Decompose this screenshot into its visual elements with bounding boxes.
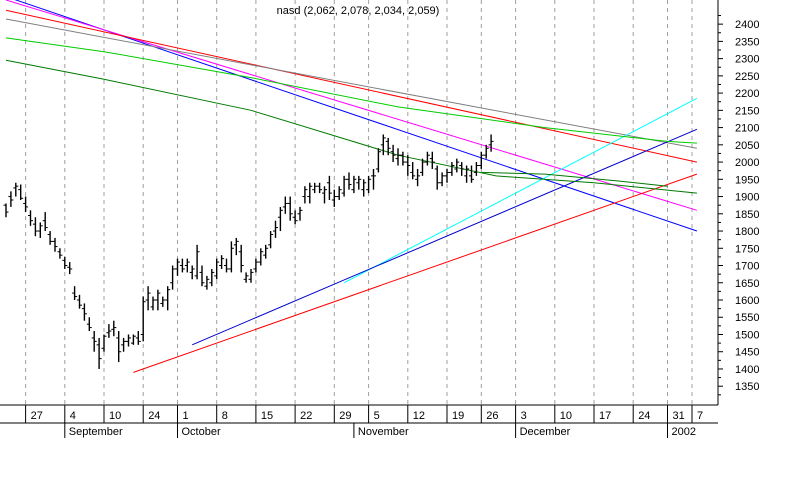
trend-line <box>5 0 698 211</box>
x-tick-label: 22 <box>300 410 312 422</box>
x-tick-label: 10 <box>560 410 572 422</box>
trend-lines <box>5 0 698 373</box>
y-tick-label: 2300 <box>735 54 759 66</box>
trend-line <box>343 97 698 284</box>
price-bars <box>3 134 494 369</box>
y-tick-label: 1850 <box>735 209 759 221</box>
y-tick-label: 1750 <box>735 243 759 255</box>
y-tick-label: 2050 <box>735 140 759 152</box>
y-tick-label: 2100 <box>735 123 759 135</box>
month-label: November <box>358 426 409 438</box>
y-tick-label: 2350 <box>735 36 759 48</box>
y-tick-label: 2400 <box>735 19 759 31</box>
y-tick-label: 2200 <box>735 88 759 100</box>
x-tick-label: 26 <box>486 410 498 422</box>
x-tick-label: 1 <box>183 410 189 422</box>
x-tick-label: 10 <box>109 410 121 422</box>
x-tick-label: 5 <box>374 410 380 422</box>
y-tick-label: 1900 <box>735 192 759 204</box>
x-tick-label: 12 <box>413 410 425 422</box>
trend-line <box>192 128 698 346</box>
x-tick-label: 17 <box>599 410 611 422</box>
y-tick-label: 1650 <box>735 278 759 290</box>
x-tick-label: 15 <box>261 410 273 422</box>
month-label: October <box>182 426 221 438</box>
y-tick-label: 1500 <box>735 329 759 341</box>
x-tick-label: 3 <box>521 410 527 422</box>
chart-title: nasd (2,062, 2,078, 2,034, 2,059) <box>277 5 440 17</box>
y-tick-label: 1450 <box>735 347 759 359</box>
trend-line <box>5 18 697 149</box>
x-tick-label: 31 <box>673 410 685 422</box>
trend-line <box>5 9 698 163</box>
x-tick-label: 8 <box>222 410 228 422</box>
trend-line <box>5 37 697 144</box>
x-tick-label: 7 <box>697 410 703 422</box>
x-tick-label: 4 <box>70 410 76 422</box>
x-tick-label: 29 <box>339 410 351 422</box>
axes: 1350 1400 1450 1500 1550 1600 1650 1700 1750 1800… <box>0 0 759 438</box>
trend-line <box>133 173 698 373</box>
x-tick-label: 24 <box>638 410 650 422</box>
month-label: December <box>520 426 571 438</box>
x-tick-label: 27 <box>31 410 43 422</box>
y-tick-label: 1950 <box>735 174 759 186</box>
y-tick-label: 1400 <box>735 364 759 376</box>
trend-line <box>481 171 668 187</box>
y-tick-label: 2250 <box>735 71 759 83</box>
y-tick-label: 2000 <box>735 157 759 169</box>
x-tick-label: 19 <box>452 410 464 422</box>
y-tick-label: 1600 <box>735 295 759 307</box>
y-tick-label: 1700 <box>735 261 759 273</box>
y-tick-label: 2150 <box>735 105 759 117</box>
vertical-gridlines <box>25 0 693 405</box>
y-tick-label: 1800 <box>735 226 759 238</box>
y-tick-label: 1550 <box>735 312 759 324</box>
x-tick-label: 24 <box>148 410 160 422</box>
month-label: 2002 <box>672 426 696 438</box>
y-tick-label: 1350 <box>735 381 759 393</box>
month-label: September <box>69 426 123 438</box>
